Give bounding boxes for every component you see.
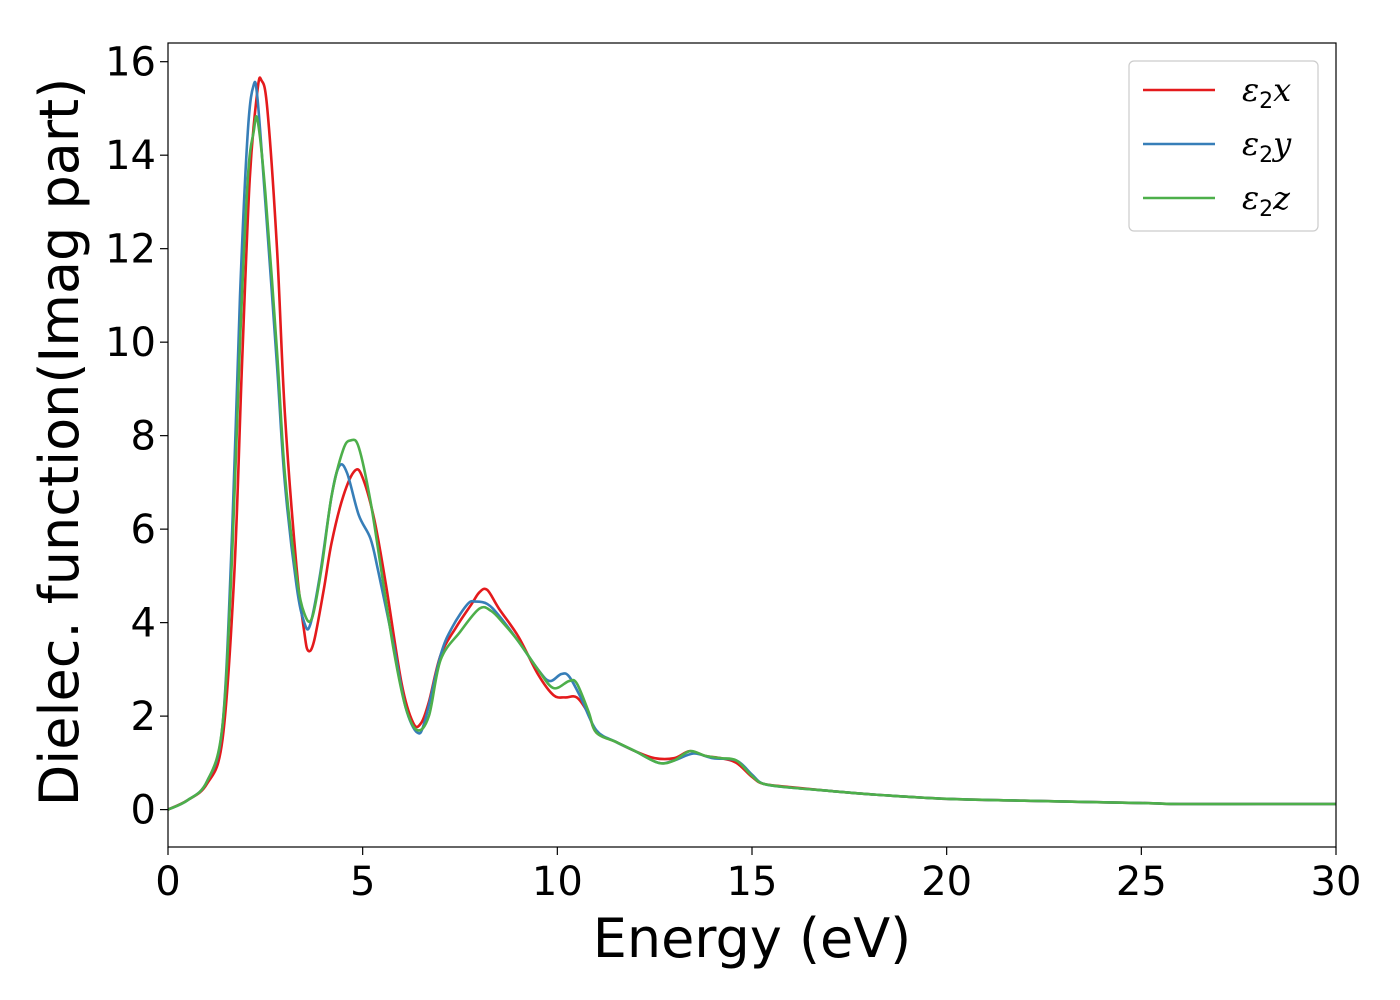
legend-label-z: ε2z [1242, 179, 1291, 222]
y-tick-label: 4 [131, 601, 156, 647]
y-tick-label: 16 [105, 40, 156, 86]
y-axis-ticks: 0 2 4 6 8 10 12 14 16 [105, 40, 168, 834]
y-tick-label: 0 [131, 788, 156, 834]
x-tick-label: 30 [1311, 859, 1362, 905]
x-tick-label: 5 [350, 859, 375, 905]
y-tick-label: 8 [131, 414, 156, 460]
x-tick-label: 25 [1116, 859, 1167, 905]
legend: ε2x ε2y ε2z [1128, 60, 1319, 232]
x-axis-label: Energy (eV) [593, 907, 912, 970]
x-tick-label: 10 [532, 859, 583, 905]
x-tick-label: 0 [155, 859, 180, 905]
legend-box [1128, 60, 1319, 232]
y-tick-label: 2 [131, 694, 156, 740]
y-axis-label: Dielec. function(Imag part) [28, 78, 91, 807]
series-layer [167, 76, 1336, 811]
x-axis-ticks: 0 5 10 15 20 25 30 [155, 847, 1361, 905]
y-tick-label: 10 [105, 320, 156, 366]
legend-label-y: ε2y [1242, 125, 1292, 168]
y-tick-label: 12 [105, 227, 156, 273]
x-tick-label: 20 [921, 859, 972, 905]
x-tick-label: 15 [727, 859, 778, 905]
series-line-z [167, 115, 1336, 811]
y-tick-label: 14 [105, 133, 156, 179]
legend-label-x: ε2x [1242, 71, 1291, 114]
y-tick-label: 6 [131, 507, 156, 553]
